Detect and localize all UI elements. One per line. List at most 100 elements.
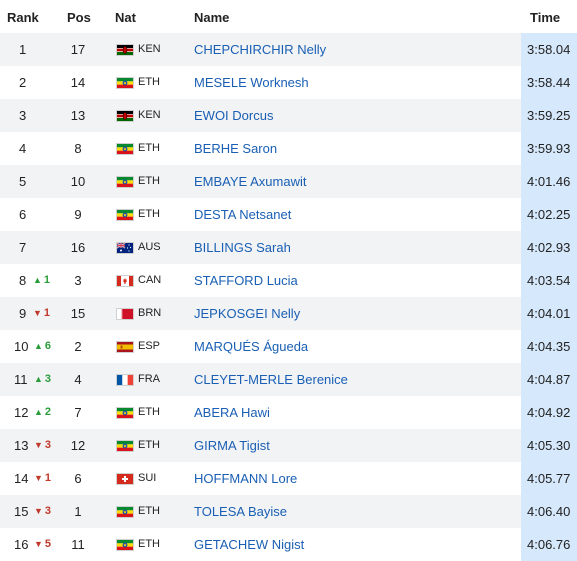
athlete-name-link[interactable]: CLEYET-MERLE Berenice [194,372,348,387]
rank-cell: 6 [0,207,60,223]
nat-code: SUI [138,472,157,484]
athlete-name-link[interactable]: BILLINGS Sarah [194,240,291,255]
header-time[interactable]: Time [530,10,561,25]
header-pos[interactable]: Pos [67,10,91,25]
pos-value: 4 [74,372,82,387]
athlete-name-link[interactable]: EWOI Dorcus [194,108,274,123]
nat-code: CAN [138,274,162,286]
pos-value: 11 [71,537,85,552]
rank-value: 6 [19,207,27,222]
nat-code: KEN [138,43,161,55]
athlete-name-link[interactable]: TOLESA Bayise [194,504,287,519]
table-row: 11 ▲ 3 4 FRA CLEYET-MERLE Berenice 4:04.87 [0,363,577,396]
athlete-name-link[interactable]: CHEPCHIRCHIR Nelly [194,42,327,57]
time-cell: 4:06.40 [521,495,577,528]
triangle-up-icon: ▲ [34,341,43,351]
pos-value: 13 [70,108,86,123]
rank-up-indicator: ▲ 6 [34,340,51,352]
header-nat[interactable]: Nat [115,10,136,25]
header-rank[interactable]: Rank [7,10,39,25]
athlete-name-link[interactable]: JEPKOSGEI Nelly [194,306,301,321]
ken-flag-icon [116,110,134,122]
rank-down-indicator: ▼ 5 [34,538,51,550]
athlete-name-link[interactable]: STAFFORD Lucia [194,273,298,288]
eth-flag-icon [116,506,134,518]
athlete-name-link[interactable]: ABERA Hawi [194,405,270,420]
rank-change-value: 3 [44,439,52,451]
table-row: 5 10 ETH EMBAYE Axumawit 4:01.46 [0,165,577,198]
time-value: 4:06.76 [527,537,571,552]
pos-value: 9 [74,207,82,222]
rank-value: 14 [14,471,29,486]
brn-flag-icon [116,308,134,320]
rank-cell: 3 [0,108,60,124]
rank-cell: 8 ▲ 1 [0,273,60,289]
eth-flag-icon [116,440,134,452]
nat-code: ETH [138,505,160,517]
time-value: 4:06.40 [527,504,571,519]
pos-value: 3 [74,273,82,288]
eth-flag-icon [116,407,134,419]
pos-value: 6 [74,471,82,486]
time-value: 4:02.25 [527,207,571,222]
rank-value: 11 [14,372,28,387]
athlete-name-link[interactable]: GETACHEW Nigist [194,537,305,552]
rank-value: 8 [19,273,27,288]
table-row: 8 ▲ 1 3 CAN STAFFORD Lucia 4:03.54 [0,264,577,297]
eth-flag-icon [116,77,134,89]
rank-change-value: 6 [44,340,52,352]
table-row: 3 13 KEN EWOI Dorcus 3:59.25 [0,99,577,132]
nat-code: ETH [138,175,160,187]
rank-value: 3 [19,108,27,123]
athlete-name-link[interactable]: MARQUÉS Águeda [194,339,309,354]
triangle-down-icon: ▼ [34,440,43,450]
time-value: 4:04.01 [527,306,571,321]
rank-change-value: 3 [44,505,52,517]
athlete-name-link[interactable]: MESELE Worknesh [194,75,309,90]
time-cell: 4:04.01 [521,297,577,330]
table-row: 10 ▲ 6 2 ESP MARQUÉS Águeda 4:04.35 [0,330,577,363]
rank-value: 5 [19,174,27,189]
eth-flag-icon [116,209,134,221]
nat-code: AUS [138,241,161,253]
triangle-down-icon: ▼ [34,539,43,549]
rank-change-value: 1 [43,274,51,286]
table-row: 16 ▼ 5 11 ETH GETACHEW Nigist 4:06.76 [0,528,577,561]
athlete-name-link[interactable]: GIRMA Tigist [194,438,270,453]
can-flag-icon [116,275,134,287]
rank-value: 15 [14,504,29,519]
rank-cell: 16 ▼ 5 [0,537,60,553]
table-row: 1 17 KEN CHEPCHIRCHIR Nelly 3:58.04 [0,33,577,66]
time-cell: 4:06.76 [521,528,577,561]
rank-down-indicator: ▼ 3 [34,505,51,517]
athlete-name-link[interactable]: HOFFMANN Lore [194,471,298,486]
time-value: 3:59.93 [527,141,571,156]
pos-value: 15 [70,306,86,321]
table-row: 7 16 AUS BILLINGS Sarah 4:02.93 [0,231,577,264]
time-value: 4:03.54 [527,273,571,288]
rank-cell: 14 ▼ 1 [0,471,60,487]
table-header: Rank Pos Nat Name Time [0,0,577,33]
triangle-up-icon: ▲ [34,407,43,417]
rank-cell: 13 ▼ 3 [0,438,60,454]
rank-change-value: 5 [44,538,52,550]
time-value: 3:58.04 [527,42,571,57]
nat-code: ETH [138,208,160,220]
header-name[interactable]: Name [194,10,230,25]
rank-cell: 11 ▲ 3 [0,372,60,388]
rank-value: 9 [19,306,27,321]
rank-value: 12 [14,405,29,420]
nat-code: ETH [138,538,160,550]
time-cell: 3:58.04 [521,33,577,66]
time-cell: 4:01.46 [521,165,577,198]
athlete-name-link[interactable]: BERHE Saron [194,141,278,156]
athlete-name-link[interactable]: DESTA Netsanet [194,207,292,222]
rank-cell: 4 [0,141,60,157]
nat-code: BRN [138,307,162,319]
athlete-name-link[interactable]: EMBAYE Axumawit [194,174,307,189]
rank-cell: 10 ▲ 6 [0,339,60,355]
triangle-up-icon: ▲ [33,275,42,285]
pos-value: 14 [70,75,86,90]
table-row: 9 ▼ 1 15 BRN JEPKOSGEI Nelly 4:04.01 [0,297,577,330]
